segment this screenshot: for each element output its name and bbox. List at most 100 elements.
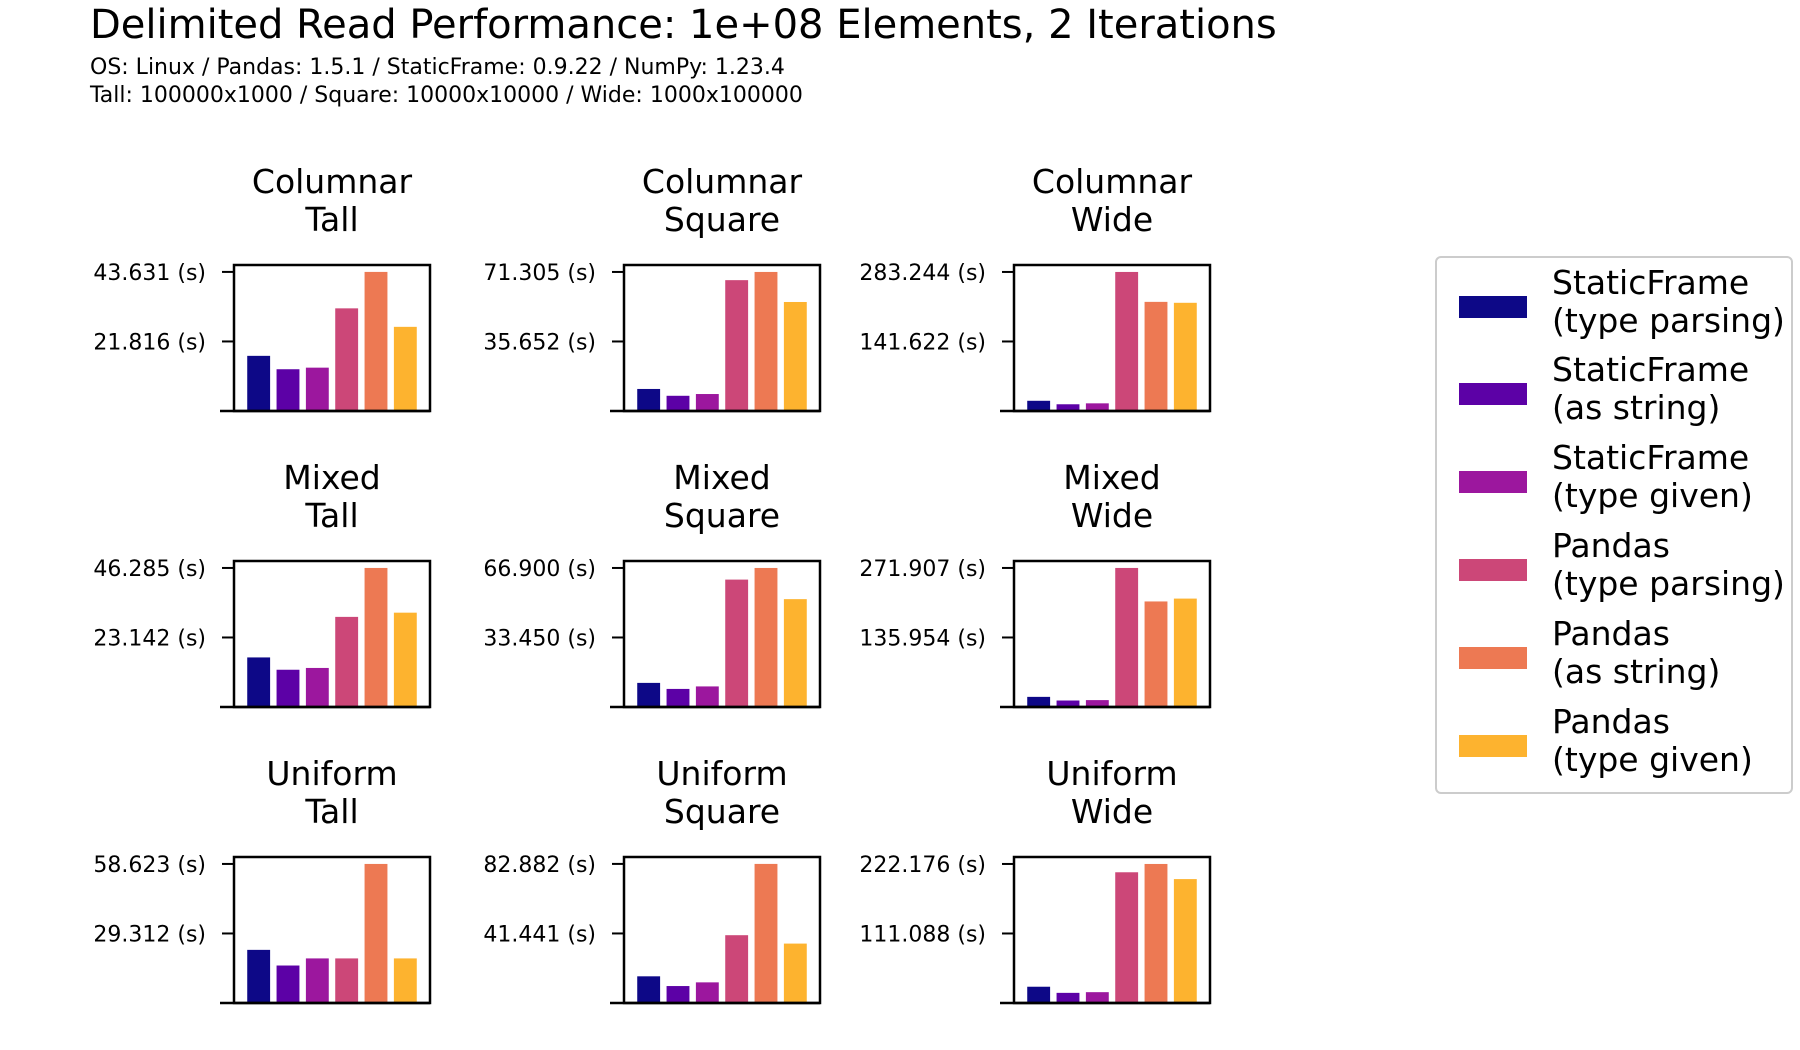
bar-staticframe-as-string	[1056, 700, 1080, 707]
bar-staticframe-as-string	[276, 369, 300, 411]
bar-staticframe-type-parsing	[637, 976, 661, 1003]
bar-staticframe-as-string	[276, 669, 300, 707]
chart-title-line2: Tall	[304, 496, 358, 535]
bar-staticframe-type-parsing	[247, 949, 271, 1003]
bar-staticframe-as-string	[276, 965, 300, 1003]
chart-title-line2: Wide	[1071, 200, 1153, 239]
bar-pandas-as-string	[1144, 863, 1168, 1003]
legend-label: StaticFrame (type given)	[1552, 438, 1753, 515]
bar-pandas-type-parsing	[335, 616, 359, 707]
chart-title-line2: Tall	[304, 200, 358, 239]
bar-staticframe-type-parsing	[1027, 400, 1051, 411]
legend-swatch	[1459, 647, 1527, 669]
bar-staticframe-as-string	[666, 395, 690, 411]
legend-label: Pandas (as string)	[1552, 614, 1721, 691]
bar-staticframe-type-given	[305, 667, 329, 707]
bar-pandas-type-given	[1173, 302, 1197, 411]
bar-pandas-type-parsing	[1115, 271, 1139, 411]
bar-staticframe-type-given	[695, 686, 719, 707]
legend-label: Pandas (type parsing)	[1552, 526, 1785, 603]
legend-item-staticframe-type-given: StaticFrame (type given)	[1447, 439, 1787, 519]
y-tick-label: 271.907 (s)	[859, 557, 986, 582]
chart-title-line2: Tall	[304, 792, 358, 831]
bar-staticframe-type-given	[305, 367, 329, 411]
legend-item-pandas-type-parsing: Pandas (type parsing)	[1447, 527, 1787, 607]
legend-swatch	[1459, 471, 1527, 493]
bar-pandas-type-parsing	[1115, 567, 1139, 707]
legend-item-staticframe-as-string: StaticFrame (as string)	[1447, 351, 1787, 431]
chart-title-line2: Square	[664, 792, 780, 831]
bar-pandas-as-string	[754, 271, 778, 411]
bar-staticframe-type-given	[1085, 992, 1109, 1003]
bar-staticframe-type-given	[695, 394, 719, 411]
bar-staticframe-type-given	[1085, 403, 1109, 411]
chart-title-line1: Uniform	[656, 754, 787, 793]
legend-item-pandas-as-string: Pandas (as string)	[1447, 615, 1787, 695]
chart-title-line1: Columnar	[1032, 162, 1193, 201]
bar-staticframe-type-parsing	[1027, 696, 1051, 707]
chart-title-line1: Columnar	[252, 162, 413, 201]
chart-title-line1: Mixed	[673, 458, 770, 497]
bar-pandas-type-given	[393, 612, 417, 707]
bar-pandas-type-given	[393, 958, 417, 1003]
bar-pandas-as-string	[1144, 601, 1168, 707]
bar-staticframe-type-parsing	[247, 657, 271, 707]
y-tick-label: 46.285 (s)	[93, 557, 206, 582]
figure-subtitle-versions: OS: Linux / Pandas: 1.5.1 / StaticFrame:…	[90, 55, 785, 80]
legend-label: Pandas (type given)	[1552, 702, 1753, 779]
chart-title-line2: Square	[664, 496, 780, 535]
bar-staticframe-type-given	[695, 982, 719, 1003]
chart-title-line1: Mixed	[1063, 458, 1160, 497]
bar-pandas-type-parsing	[725, 935, 749, 1003]
legend-label: StaticFrame (type parsing)	[1552, 263, 1785, 340]
bar-staticframe-type-parsing	[637, 682, 661, 707]
y-tick-label: 35.652 (s)	[483, 330, 596, 355]
y-tick-label: 111.088 (s)	[859, 922, 986, 947]
y-tick-label: 41.441 (s)	[483, 922, 596, 947]
bar-pandas-as-string	[364, 271, 388, 411]
chart-title-line2: Square	[664, 200, 780, 239]
bar-pandas-as-string	[1144, 301, 1168, 411]
y-tick-label: 58.623 (s)	[93, 853, 206, 878]
chart-title-line1: Mixed	[283, 458, 380, 497]
y-tick-label: 23.142 (s)	[93, 626, 206, 651]
figure-subtitle-shapes: Tall: 100000x1000 / Square: 10000x10000 …	[90, 83, 803, 108]
bar-pandas-type-parsing	[725, 280, 749, 411]
legend: StaticFrame (type parsing) StaticFrame (…	[1435, 256, 1793, 794]
bar-staticframe-type-given	[1085, 700, 1109, 707]
bar-pandas-type-given	[1173, 598, 1197, 707]
bar-pandas-as-string	[754, 863, 778, 1003]
bar-pandas-type-given	[783, 943, 807, 1003]
bar-pandas-type-parsing	[1115, 872, 1139, 1003]
figure-title: Delimited Read Performance: 1e+08 Elemen…	[90, 2, 1277, 48]
legend-label: StaticFrame (as string)	[1552, 350, 1750, 427]
chart-title-line1: Uniform	[1046, 754, 1177, 793]
bar-staticframe-type-given	[305, 958, 329, 1003]
bar-staticframe-as-string	[666, 986, 690, 1003]
y-tick-label: 43.631 (s)	[93, 261, 206, 286]
bar-staticframe-as-string	[1056, 404, 1080, 411]
y-tick-label: 222.176 (s)	[859, 853, 986, 878]
bar-pandas-as-string	[364, 567, 388, 707]
y-tick-label: 29.312 (s)	[93, 922, 206, 947]
y-tick-label: 82.882 (s)	[483, 853, 596, 878]
bar-pandas-type-given	[393, 326, 417, 411]
chart-title-line2: Wide	[1071, 792, 1153, 831]
y-tick-label: 33.450 (s)	[483, 626, 596, 651]
y-tick-label: 283.244 (s)	[859, 261, 986, 286]
bar-pandas-as-string	[754, 567, 778, 707]
y-tick-label: 66.900 (s)	[483, 557, 596, 582]
bar-pandas-type-given	[783, 599, 807, 707]
bar-staticframe-type-parsing	[1027, 986, 1051, 1003]
bar-pandas-as-string	[364, 863, 388, 1003]
bar-pandas-type-parsing	[335, 958, 359, 1003]
legend-swatch	[1459, 735, 1527, 757]
